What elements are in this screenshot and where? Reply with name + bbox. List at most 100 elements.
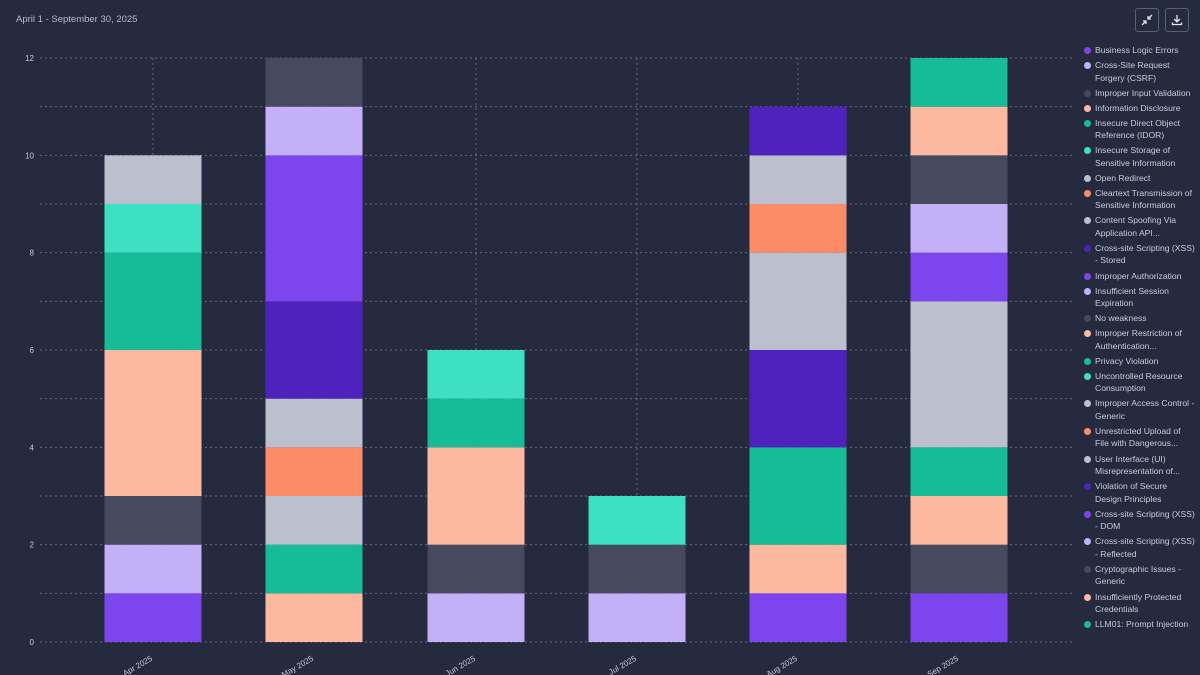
legend-item[interactable]: Improper Input Validation bbox=[1084, 87, 1196, 102]
y-tick-label: 10 bbox=[25, 151, 34, 160]
bar-segment bbox=[265, 496, 363, 545]
legend-item[interactable]: Cross-site Scripting (XSS) - Reflected bbox=[1084, 535, 1196, 563]
legend-item[interactable]: Privacy Violation bbox=[1084, 355, 1196, 370]
date-range-label: April 1 - September 30, 2025 bbox=[16, 14, 138, 25]
legend-swatch bbox=[1084, 330, 1091, 338]
legend-swatch bbox=[1084, 62, 1091, 69]
legend-swatch bbox=[1084, 357, 1091, 365]
legend-swatch bbox=[1084, 593, 1091, 601]
bar-segment bbox=[588, 544, 686, 594]
download-icon bbox=[1171, 15, 1183, 26]
legend-item[interactable]: No weakness bbox=[1084, 312, 1196, 327]
legend-label: Improper Input Validation bbox=[1095, 87, 1191, 98]
legend-item[interactable]: Business Logic Errors bbox=[1084, 44, 1196, 59]
legend-item[interactable]: Improper Authorization bbox=[1084, 270, 1196, 285]
bar-segment bbox=[910, 593, 1008, 642]
legend-item[interactable]: Insecure Storage of Sensitive Informatio… bbox=[1084, 144, 1196, 172]
legend-item[interactable]: Uncontrolled Resource Consumption bbox=[1084, 370, 1196, 398]
bar-segment bbox=[104, 204, 202, 253]
y-tick-label: 8 bbox=[30, 249, 35, 258]
legend-swatch bbox=[1084, 565, 1091, 573]
x-tick-label: Apr 2025 bbox=[121, 654, 154, 675]
bar-segment bbox=[910, 252, 1008, 302]
legend-item[interactable]: Improper Access Control - Generic bbox=[1084, 397, 1196, 425]
legend-label: Information Disclosure bbox=[1095, 102, 1181, 113]
legend-swatch bbox=[1084, 147, 1091, 155]
legend-label: Uncontrolled Resource Consumption bbox=[1095, 370, 1183, 394]
legend-item[interactable]: Insufficiently Protected Credentials bbox=[1084, 591, 1196, 619]
download-button[interactable] bbox=[1165, 8, 1189, 32]
legend-label: Cleartext Transmission of Sensitive Info… bbox=[1095, 187, 1192, 211]
legend-label: Insufficient Session Expiration bbox=[1095, 285, 1169, 309]
bar-segment bbox=[749, 593, 847, 642]
bar-segment bbox=[427, 398, 525, 448]
legend-swatch bbox=[1084, 510, 1091, 518]
bar-segment bbox=[265, 447, 363, 496]
y-tick-label: 6 bbox=[30, 346, 35, 355]
legend-item[interactable]: Unrestricted Upload of File with Dangero… bbox=[1084, 425, 1196, 453]
legend-item[interactable]: LLM01: Prompt Injection bbox=[1084, 618, 1196, 633]
bar-segment bbox=[749, 544, 847, 594]
legend-item[interactable]: Cryptographic Issues - Generic bbox=[1084, 563, 1196, 591]
legend-label: Cross-site Scripting (XSS) - Stored bbox=[1095, 242, 1195, 266]
legend-label: Improper Restriction of Authentication..… bbox=[1095, 328, 1182, 351]
legend-item[interactable]: Violation of Secure Design Principles bbox=[1084, 480, 1196, 508]
bar-segment bbox=[910, 544, 1008, 594]
legend-item[interactable]: User Interface (UI) Misrepresentation of… bbox=[1084, 453, 1196, 481]
legend-item[interactable]: Information Disclosure bbox=[1084, 102, 1196, 117]
bar-segment bbox=[427, 593, 525, 642]
legend-item[interactable]: Open Redirect bbox=[1084, 172, 1196, 187]
x-tick-label: Aug 2025 bbox=[765, 654, 800, 675]
bar-segment bbox=[104, 496, 202, 545]
bar-segment bbox=[265, 106, 363, 156]
bar-segment bbox=[265, 544, 363, 594]
bar-segment bbox=[427, 350, 525, 399]
bar-segment bbox=[265, 398, 363, 448]
legend-label: Cross-site Scripting (XSS) - Reflected bbox=[1095, 536, 1195, 559]
legend-label: Improper Authorization bbox=[1095, 270, 1182, 281]
bar-segment bbox=[910, 447, 1008, 496]
legend-label: Violation of Secure Design Principles bbox=[1095, 481, 1167, 504]
bar-segment bbox=[104, 350, 202, 496]
bar-segment bbox=[910, 58, 1008, 107]
legend-label: Open Redirect bbox=[1095, 172, 1151, 183]
stacked-bar-chart: 0 2 4 6 8 10 12 Apr 2025 May 2025 Jun 2025 Jul 202… bbox=[25, 54, 1072, 675]
legend-item[interactable]: Improper Restriction of Authentication..… bbox=[1084, 327, 1196, 355]
legend-item[interactable]: Insufficient Session Expiration bbox=[1084, 285, 1196, 313]
legend-label: Privacy Violation bbox=[1095, 355, 1159, 366]
legend-swatch bbox=[1084, 174, 1091, 182]
legend-swatch bbox=[1084, 400, 1091, 408]
bar-segment bbox=[588, 593, 686, 642]
legend-swatch bbox=[1084, 217, 1091, 225]
legend-item[interactable]: Content Spoofing Via Application API... bbox=[1084, 214, 1196, 242]
bar-segment bbox=[265, 593, 363, 642]
legend-label: User Interface (UI) Misrepresentation of… bbox=[1095, 453, 1181, 477]
y-tick-label: 0 bbox=[30, 638, 35, 647]
legend-label: Content Spoofing Via Application API... bbox=[1095, 215, 1177, 238]
x-tick-label: Jul 2025 bbox=[607, 654, 638, 675]
legend-label: Insufficiently Protected Credentials bbox=[1095, 591, 1182, 615]
bar-segment bbox=[427, 544, 525, 594]
x-tick-label: Jun 2025 bbox=[444, 654, 477, 675]
legend-item[interactable]: Insecure Direct Object Reference (IDOR) bbox=[1084, 117, 1196, 145]
legend-label: Business Logic Errors bbox=[1095, 45, 1179, 55]
legend-item[interactable]: Cross-site Scripting (XSS) - DOM bbox=[1084, 508, 1196, 536]
bar-segment bbox=[265, 155, 363, 302]
x-tick-label: May 2025 bbox=[280, 654, 315, 675]
legend-swatch bbox=[1084, 287, 1091, 295]
collapse-button[interactable] bbox=[1135, 8, 1159, 32]
bar-segment bbox=[104, 544, 202, 594]
bar-segment bbox=[910, 301, 1008, 448]
legend-swatch bbox=[1084, 538, 1091, 546]
legend-item[interactable]: Cleartext Transmission of Sensitive Info… bbox=[1084, 187, 1196, 215]
legend-item[interactable]: Cross-Site Request Forgery (CSRF) bbox=[1084, 59, 1196, 87]
collapse-icon bbox=[1141, 14, 1153, 26]
legend-swatch bbox=[1084, 47, 1091, 54]
legend-label: Insecure Storage of Sensitive Informatio… bbox=[1095, 145, 1176, 168]
legend-item[interactable]: Cross-site Scripting (XSS) - Stored bbox=[1084, 242, 1196, 270]
legend-label: Unrestricted Upload of File with Dangero… bbox=[1095, 425, 1181, 449]
bar-segment bbox=[427, 447, 525, 545]
legend-swatch bbox=[1084, 455, 1091, 463]
y-tick-label: 4 bbox=[30, 443, 35, 452]
bar-segment bbox=[104, 252, 202, 350]
